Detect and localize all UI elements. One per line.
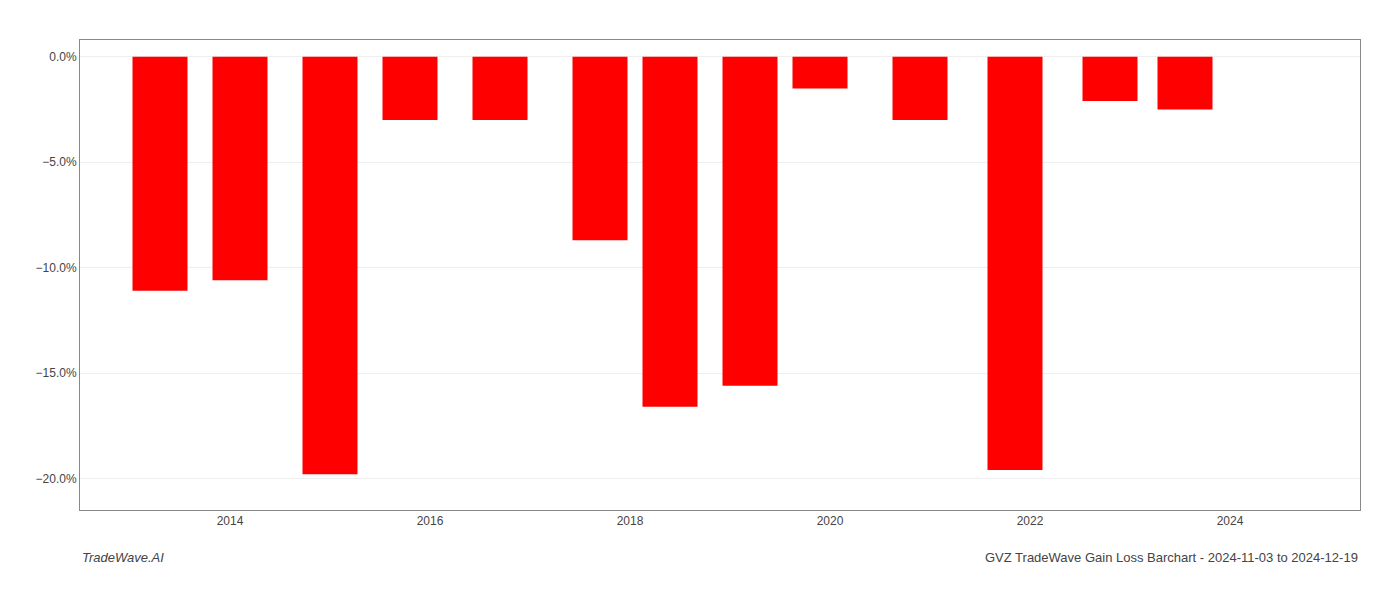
svg-text:2020: 2020 — [817, 514, 844, 528]
svg-text:−5.0%: −5.0% — [42, 155, 77, 169]
svg-text:−15.0%: −15.0% — [36, 366, 77, 380]
svg-text:2022: 2022 — [1017, 514, 1044, 528]
svg-text:−20.0%: −20.0% — [36, 472, 77, 486]
svg-text:2016: 2016 — [417, 514, 444, 528]
svg-text:2014: 2014 — [217, 514, 244, 528]
svg-text:TradeWave.AI: TradeWave.AI — [82, 550, 164, 565]
svg-text:GVZ TradeWave Gain Loss Barcha: GVZ TradeWave Gain Loss Barchart - 2024-… — [985, 550, 1358, 565]
svg-text:2018: 2018 — [617, 514, 644, 528]
svg-text:0.0%: 0.0% — [49, 50, 77, 64]
svg-text:−10.0%: −10.0% — [36, 261, 77, 275]
svg-text:2024: 2024 — [1217, 514, 1244, 528]
